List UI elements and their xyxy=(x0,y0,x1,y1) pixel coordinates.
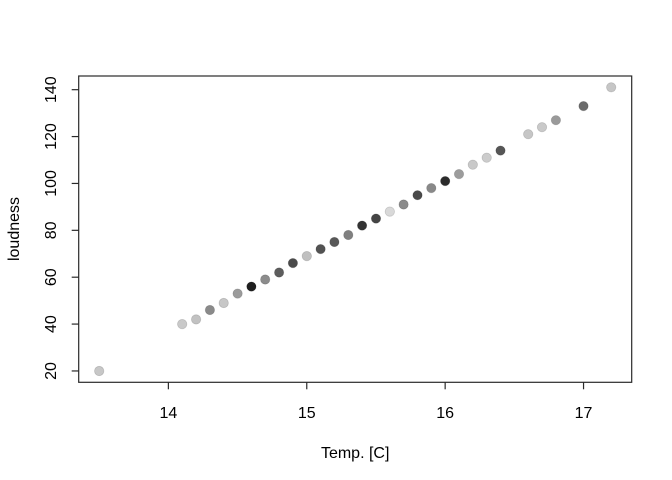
x-tick-label: 15 xyxy=(298,405,316,422)
data-point xyxy=(246,281,257,292)
data-point xyxy=(495,145,506,156)
data-point xyxy=(536,122,548,133)
x-tick-label: 14 xyxy=(159,405,177,422)
y-axis-title: loudness xyxy=(6,197,23,261)
data-point xyxy=(191,314,202,325)
data-point xyxy=(218,297,229,309)
plot-border xyxy=(78,75,633,383)
y-tick-label: 120 xyxy=(43,123,60,150)
data-point xyxy=(301,251,312,262)
data-point xyxy=(481,152,492,163)
data-point xyxy=(384,206,395,217)
y-tick-label: 20 xyxy=(43,362,60,380)
data-point xyxy=(426,183,437,194)
data-point xyxy=(232,288,243,299)
data-point xyxy=(412,190,423,201)
data-point xyxy=(578,101,589,112)
data-point xyxy=(94,365,105,377)
y-tick-label: 100 xyxy=(43,170,60,197)
y-tick-label: 60 xyxy=(43,268,60,286)
y-tick-label: 140 xyxy=(43,76,60,103)
data-point xyxy=(287,257,298,269)
y-tick-label: 80 xyxy=(43,221,60,239)
data-point xyxy=(550,115,562,126)
data-point xyxy=(523,129,534,140)
data-point xyxy=(398,199,409,210)
data-point xyxy=(177,318,188,330)
data-point xyxy=(273,267,285,278)
data-point xyxy=(343,229,354,241)
data-point xyxy=(356,220,368,231)
x-tick-label: 17 xyxy=(575,405,593,422)
data-point xyxy=(315,244,326,255)
data-point xyxy=(440,176,451,187)
data-point xyxy=(606,82,617,93)
x-tick-label: 16 xyxy=(436,405,454,422)
data-point xyxy=(467,159,478,170)
data-point xyxy=(370,213,382,224)
x-axis-title: Temp. [C] xyxy=(321,445,389,462)
data-point xyxy=(329,236,340,248)
data-point xyxy=(260,274,271,285)
data-point xyxy=(204,304,215,316)
y-tick-label: 40 xyxy=(43,315,60,333)
data-point xyxy=(453,169,465,180)
